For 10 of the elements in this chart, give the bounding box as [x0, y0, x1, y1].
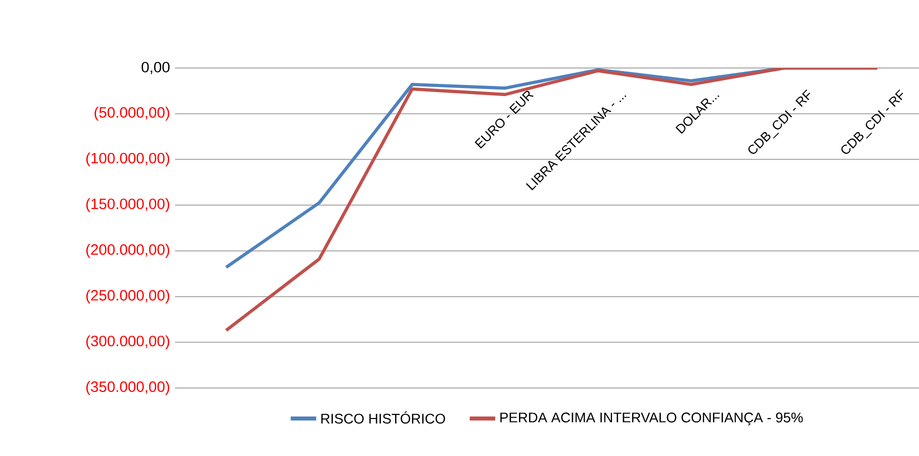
legend-label: RISCO HISTÓRICO — [321, 411, 446, 424]
y-tick-label: (350.000,00) — [86, 381, 170, 395]
y-tick-label: (300.000,00) — [86, 335, 170, 350]
y-tick-label: (100.000,00) — [86, 152, 170, 166]
y-tick-label: (200.000,00) — [86, 244, 170, 258]
y-tick-label: (250.000,00) — [86, 290, 170, 304]
y-tick-label: (150.000,00) — [86, 198, 170, 212]
y-tick-label: 0,00 — [142, 62, 170, 74]
y-tick-label: (50.000,00) — [94, 106, 170, 121]
legend-label: PERDA ACIMA INTERVALO CONFIANÇA - 95% — [500, 412, 803, 426]
